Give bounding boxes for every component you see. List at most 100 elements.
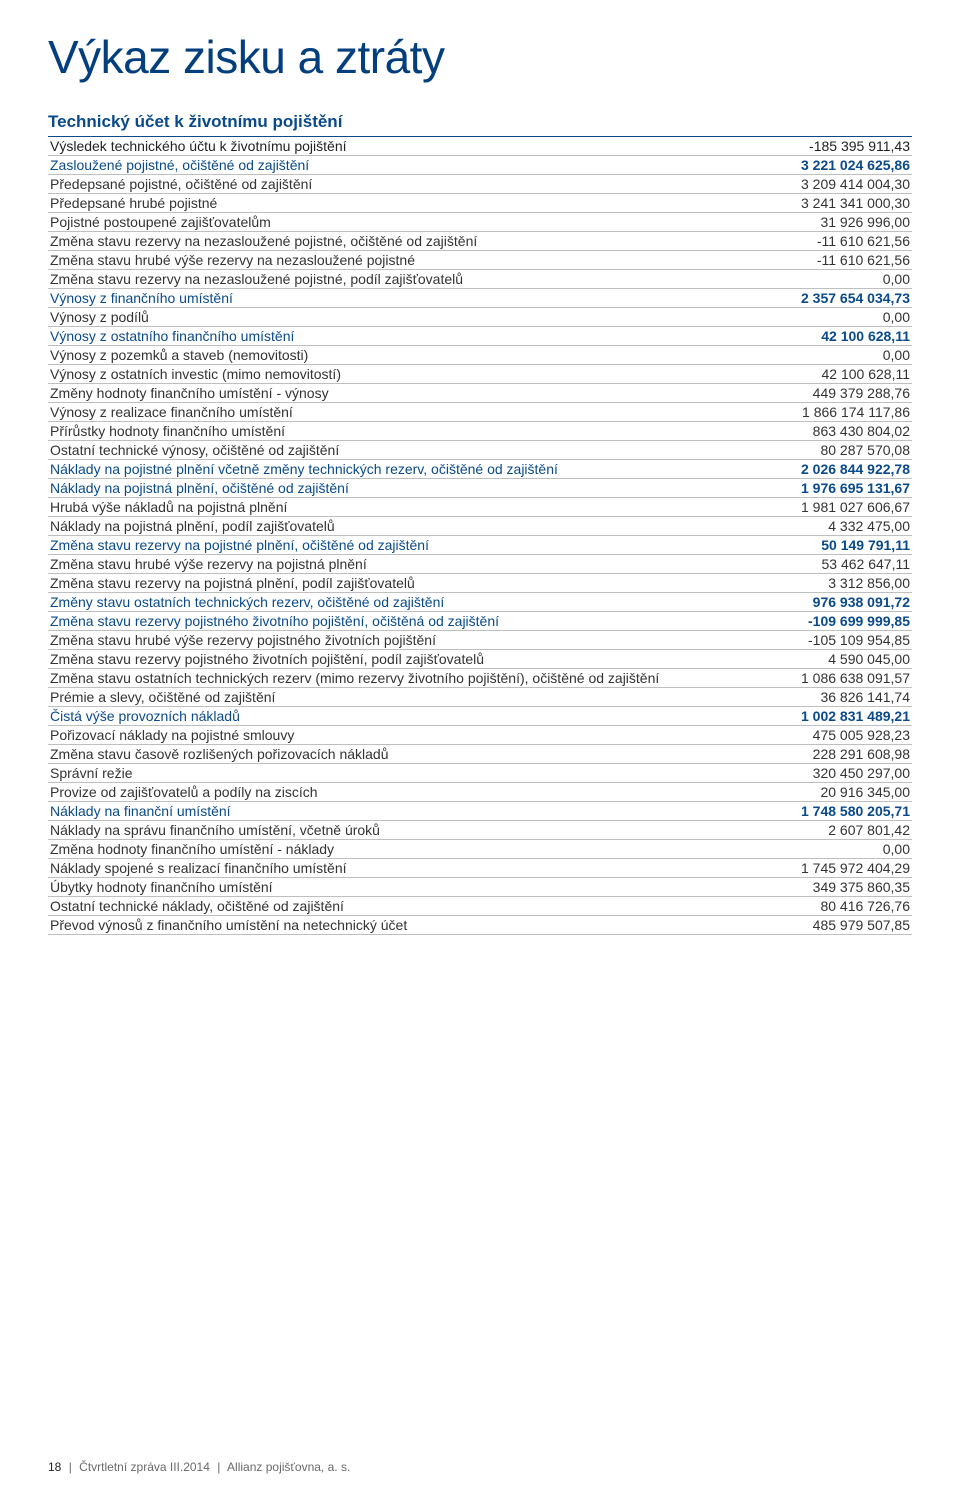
row-label: Předepsané pojistné, očištěné od zajiště… [48, 175, 692, 194]
row-label: Výnosy z podílů [48, 308, 692, 327]
table-row: Přírůstky hodnoty finančního umístění863… [48, 422, 912, 441]
row-value: 1 745 972 404,29 [692, 859, 912, 878]
row-value: 42 100 628,11 [692, 327, 912, 346]
row-label: Náklady na pojistná plnění, podíl zajišť… [48, 517, 692, 536]
footer-doc-name: Čtvrtletní zpráva III.2014 [79, 1460, 210, 1474]
row-label: Správní režie [48, 764, 692, 783]
row-value: 80 416 726,76 [692, 897, 912, 916]
footer-separator-icon: | [69, 1460, 72, 1474]
table-row: Náklady spojené s realizací finančního u… [48, 859, 912, 878]
row-value: 475 005 928,23 [692, 726, 912, 745]
table-row: Výnosy z podílů0,00 [48, 308, 912, 327]
row-label: Výnosy z ostatních investic (mimo nemovi… [48, 365, 692, 384]
row-value: 20 916 345,00 [692, 783, 912, 802]
table-row: Předepsané hrubé pojistné3 241 341 000,3… [48, 194, 912, 213]
row-label: Pojistné postoupené zajišťovatelům [48, 213, 692, 232]
row-label: Ostatní technické výnosy, očištěné od za… [48, 441, 692, 460]
row-label: Zasloužené pojistné, očištěné od zajiště… [48, 156, 692, 175]
row-value: 2 607 801,42 [692, 821, 912, 840]
table-row: Výnosy z ostatních investic (mimo nemovi… [48, 365, 912, 384]
row-label: Náklady na správu finančního umístění, v… [48, 821, 692, 840]
row-value: 80 287 570,08 [692, 441, 912, 460]
page-number: 18 [48, 1460, 61, 1474]
row-value: 863 430 804,02 [692, 422, 912, 441]
row-label: Prémie a slevy, očištěné od zajištění [48, 688, 692, 707]
row-value: 2 026 844 922,78 [692, 460, 912, 479]
table-row: Hrubá výše nákladů na pojistná plnění1 9… [48, 498, 912, 517]
table-row: Změna stavu rezervy pojistného životních… [48, 650, 912, 669]
table-row: Změna stavu časově rozlišených pořizovac… [48, 745, 912, 764]
row-label: Čistá výše provozních nákladů [48, 707, 692, 726]
row-label: Výnosy z realizace finančního umístění [48, 403, 692, 422]
row-label: Provize od zajišťovatelů a podíly na zis… [48, 783, 692, 802]
row-label: Náklady spojené s realizací finančního u… [48, 859, 692, 878]
row-label: Výnosy z finančního umístění [48, 289, 692, 308]
row-value: 0,00 [692, 840, 912, 859]
row-label: Změna stavu rezervy na nezasloužené poji… [48, 232, 692, 251]
table-row: Výnosy z ostatního finančního umístění42… [48, 327, 912, 346]
row-value: 228 291 608,98 [692, 745, 912, 764]
table-row: Ostatní technické výnosy, očištěné od za… [48, 441, 912, 460]
row-label: Výsledek technického účtu k životnímu po… [48, 137, 692, 156]
row-value: 36 826 141,74 [692, 688, 912, 707]
row-value: -105 109 954,85 [692, 631, 912, 650]
page-footer: 18 | Čtvrtletní zpráva III.2014 | Allian… [48, 1460, 350, 1474]
table-row: Změna stavu rezervy na pojistná plnění, … [48, 574, 912, 593]
table-row: Pořizovací náklady na pojistné smlouvy47… [48, 726, 912, 745]
row-label: Změna stavu rezervy pojistného životního… [48, 612, 692, 631]
row-value: 3 209 414 004,30 [692, 175, 912, 194]
table-row: Výnosy z realizace finančního umístění1 … [48, 403, 912, 422]
row-value: 1 976 695 131,67 [692, 479, 912, 498]
table-row: Náklady na pojistné plnění včetně změny … [48, 460, 912, 479]
table-row: Výnosy z pozemků a staveb (nemovitosti)0… [48, 346, 912, 365]
table-row: Pojistné postoupené zajišťovatelům31 926… [48, 213, 912, 232]
table-row: Provize od zajišťovatelů a podíly na zis… [48, 783, 912, 802]
table-row: Změna stavu rezervy na pojistné plnění, … [48, 536, 912, 555]
footer-company: Allianz pojišťovna, a. s. [227, 1460, 350, 1474]
row-label: Předepsané hrubé pojistné [48, 194, 692, 213]
row-value: 320 450 297,00 [692, 764, 912, 783]
table-row: Změna stavu rezervy na nezasloužené poji… [48, 232, 912, 251]
table-row: Předepsané pojistné, očištěné od zajiště… [48, 175, 912, 194]
table-row: Prémie a slevy, očištěné od zajištění36 … [48, 688, 912, 707]
row-value: 449 379 288,76 [692, 384, 912, 403]
row-label: Změna stavu rezervy na nezasloužené poji… [48, 270, 692, 289]
row-label: Změna stavu hrubé výše rezervy na nezasl… [48, 251, 692, 270]
row-value: 50 149 791,11 [692, 536, 912, 555]
row-value: 1 981 027 606,67 [692, 498, 912, 517]
row-value: 3 312 856,00 [692, 574, 912, 593]
row-value: 3 241 341 000,30 [692, 194, 912, 213]
table-row: Výnosy z finančního umístění2 357 654 03… [48, 289, 912, 308]
row-value: 1 866 174 117,86 [692, 403, 912, 422]
row-label: Hrubá výše nákladů na pojistná plnění [48, 498, 692, 517]
row-label: Změna stavu ostatních technických rezerv… [48, 669, 692, 688]
table-row: Náklady na správu finančního umístění, v… [48, 821, 912, 840]
row-label: Ostatní technické náklady, očištěné od z… [48, 897, 692, 916]
row-label: Změna stavu rezervy na pojistné plnění, … [48, 536, 692, 555]
row-value: -109 699 999,85 [692, 612, 912, 631]
row-label: Změna stavu hrubé výše rezervy na pojist… [48, 555, 692, 574]
row-label: Změna stavu hrubé výše rezervy pojistnéh… [48, 631, 692, 650]
row-value: 2 357 654 034,73 [692, 289, 912, 308]
table-row: Ostatní technické náklady, očištěné od z… [48, 897, 912, 916]
row-label: Výnosy z pozemků a staveb (nemovitosti) [48, 346, 692, 365]
row-label: Změna stavu rezervy na pojistná plnění, … [48, 574, 692, 593]
section-subtitle: Technický účet k životnímu pojištění [48, 112, 912, 132]
row-value: 42 100 628,11 [692, 365, 912, 384]
table-row: Změna stavu hrubé výše rezervy pojistnéh… [48, 631, 912, 650]
row-value: 1 748 580 205,71 [692, 802, 912, 821]
table-row: Změna hodnoty finančního umístění - nákl… [48, 840, 912, 859]
row-value: 31 926 996,00 [692, 213, 912, 232]
table-row: Změna stavu hrubé výše rezervy na nezasl… [48, 251, 912, 270]
table-row: Změna stavu ostatních technických rezerv… [48, 669, 912, 688]
row-label: Převod výnosů z finančního umístění na n… [48, 916, 692, 935]
row-label: Změna hodnoty finančního umístění - nákl… [48, 840, 692, 859]
row-label: Přírůstky hodnoty finančního umístění [48, 422, 692, 441]
row-value: 53 462 647,11 [692, 555, 912, 574]
table-row: Změny stavu ostatních technických rezerv… [48, 593, 912, 612]
row-value: -185 395 911,43 [692, 137, 912, 156]
row-label: Náklady na pojistné plnění včetně změny … [48, 460, 692, 479]
table-row: Náklady na pojistná plnění, očištěné od … [48, 479, 912, 498]
table-row: Čistá výše provozních nákladů1 002 831 4… [48, 707, 912, 726]
table-row: Správní režie320 450 297,00 [48, 764, 912, 783]
